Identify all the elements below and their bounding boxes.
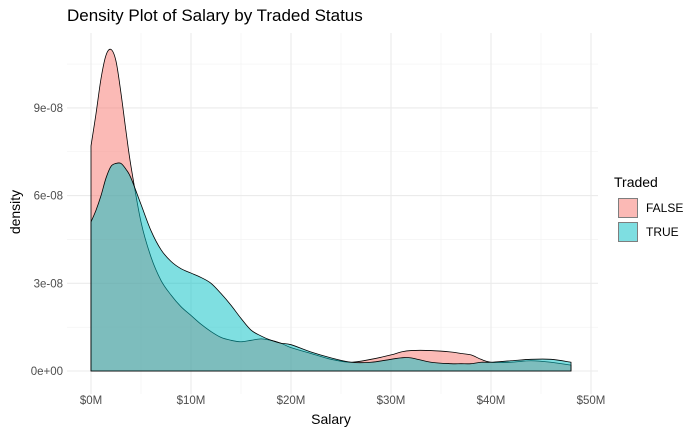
y-tick-label: 6e-08 (34, 191, 63, 203)
legend-key-false (618, 198, 638, 218)
legend-label-true: TRUE (646, 225, 679, 239)
legend-key-true (618, 222, 638, 242)
x-tick-label: $0M (80, 395, 102, 407)
legend-item-false: FALSE (614, 196, 683, 220)
y-axis-label: density (7, 190, 23, 234)
x-tick-label: $10M (177, 395, 206, 407)
density-areas (90, 48, 572, 372)
legend-label-false: FALSE (646, 201, 684, 215)
x-tick-labels: $0M $10M $20M $30M $40M $50M (80, 395, 606, 407)
y-tick-labels: 0e+00 3e-08 6e-08 9e-08 (31, 103, 63, 378)
legend: Traded FALSE TRUE (614, 174, 683, 244)
legend-item-true: TRUE (614, 220, 683, 244)
chart-title: Density Plot of Salary by Traded Status (67, 6, 363, 25)
legend-title: Traded (614, 174, 658, 190)
x-tick-label: $50M (577, 395, 606, 407)
y-tick-label: 3e-08 (34, 278, 63, 290)
x-tick-label: $20M (277, 395, 306, 407)
x-tick-label: $30M (377, 395, 406, 407)
density-area-true (90, 162, 572, 372)
y-tick-label: 9e-08 (34, 103, 63, 115)
x-axis-label: Salary (311, 411, 351, 427)
y-tick-label: 0e+00 (31, 366, 63, 378)
x-tick-label: $40M (477, 395, 506, 407)
